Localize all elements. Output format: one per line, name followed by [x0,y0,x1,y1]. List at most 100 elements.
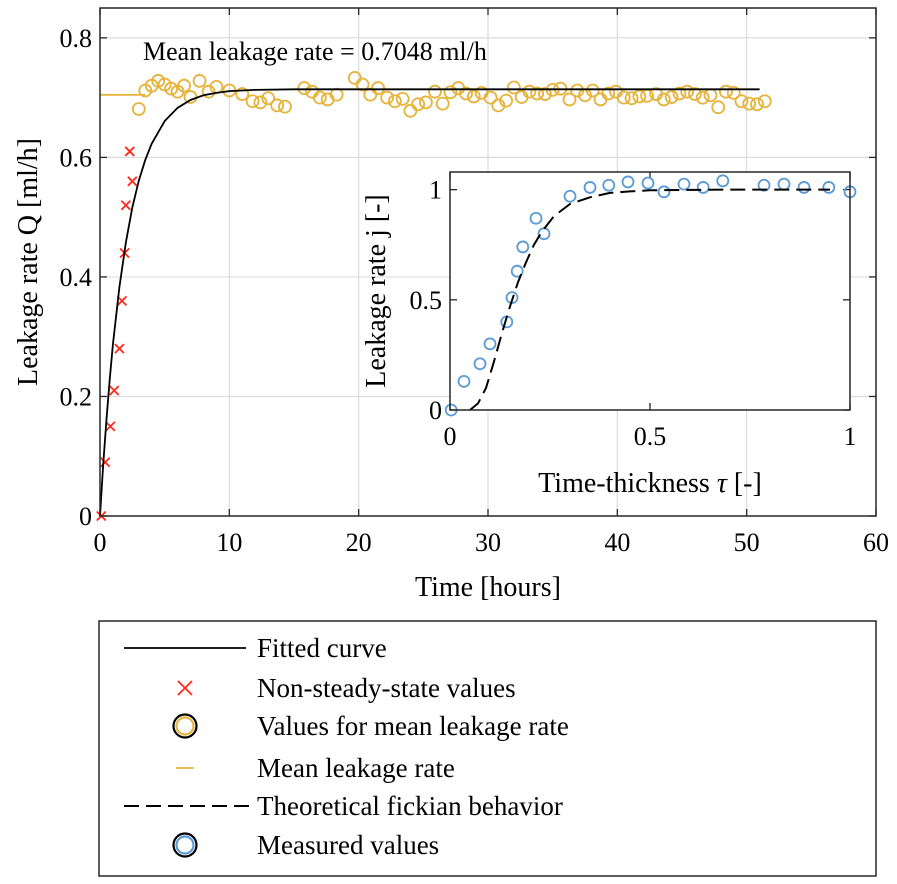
main-values-for-mean-leakage-rate-point [680,84,695,99]
inset-axes: 0 0.5 1 0 0.5 1 Time-thickness τ [-] Leakage … [361,171,857,499]
legend-label: Non-steady-state values [257,673,516,703]
main-values-for-mean-leakage-rate-point [151,74,166,88]
main-x-tick-label: 60 [863,528,889,557]
main-values-for-mean-leakage-rate-point [616,90,631,105]
main-plot-frame [99,7,877,517]
main-values-for-mean-leakage-rate-point [387,94,402,109]
legend-symbol-circle-outline [172,713,198,739]
inset-x-tick-label: 0.5 [634,422,667,451]
inset-measured-values-point [529,211,543,225]
main-y-tick-label: 0.2 [60,382,93,411]
inset-measured-values-point [602,178,616,192]
inset-y-tick-label: 0.5 [410,286,443,315]
inset-x-label-text: Time-thickness [538,468,710,499]
inset-measured-values-point [696,181,710,194]
inset-x-tick-label: 1 [844,422,857,451]
main-values-for-mean-leakage-rate-point [483,90,498,105]
legend-entries: Fitted curve Non-steady-state values Value… [124,633,569,860]
main-x-tick-label: 20 [346,528,372,557]
main-x-tick-label: 0 [94,528,107,557]
inset-x-label-symbol: τ [717,468,728,499]
inset-measured-values-point [641,176,655,190]
main-x-tick-label: 10 [216,528,242,557]
main-values-for-mean-leakage-rate-point [253,95,268,110]
inset-theoretical-fickian-behavior-line [469,188,830,411]
legend-entry-values-for-mean-leakage-rate: Values for mean leakage rate [172,711,569,741]
legend-label: Theoretical fickian behavior [257,791,563,821]
main-fitted-curve-line [99,88,760,517]
main-values-for-mean-leakage-rate-point [192,74,207,88]
inset-measured-values-point [621,175,635,189]
main-x-tick-label: 30 [475,528,501,557]
legend-symbol-circle [175,835,195,855]
main-values-for-mean-leakage-rate-point [355,77,370,92]
legend-label: Measured values [257,830,439,860]
inset-measured-values-point [757,178,771,192]
main-values-for-mean-leakage-rate-point [411,97,426,112]
inset-plot-frame [449,171,851,411]
main-non-steady-state-values-point [114,343,125,354]
inset-x-axis-label: Time-thickness τ [-] [538,468,762,499]
main-x-tick-label: 50 [734,528,760,557]
main-non-steady-state-values-point [100,457,111,468]
main-series [96,71,772,522]
main-values-for-mean-leakage-rate-point [719,84,733,99]
main-non-steady-state-values-point [127,176,138,187]
legend: Fitted curve Non-steady-state values Value… [98,620,877,877]
main-values-for-mean-leakage-rate-point [726,85,741,100]
main-non-steady-state-values-point [120,200,132,211]
main-values-for-mean-leakage-rate-point [601,86,616,101]
main-values-for-mean-leakage-rate-point [530,86,545,101]
inset-measured-values-point [716,174,730,188]
main-values-for-mean-leakage-rate-point [235,87,250,101]
inset-y-tick-label: 1 [429,176,442,205]
main-x-tick-label: 40 [604,528,630,557]
main-y-tick-label: 0.4 [60,263,93,292]
inset-x-tick-label: 0 [444,422,457,451]
main-values-for-mean-leakage-rate-point [164,81,179,96]
main-y-axis-label: Leakage rate Q [ml/h] [13,138,44,386]
inset-y-axis-label: Leakage rate j [-] [361,194,392,388]
legend-symbol-x [177,680,193,696]
inset-measured-values-point [457,374,471,388]
legend-entry-mean-leakage-rate: Mean leakage rate [176,753,455,783]
main-values-for-mean-leakage-rate-point [538,87,552,101]
main-values-for-mean-leakage-rate-point [428,84,442,99]
main-values-for-mean-leakage-rate-point [270,98,285,113]
main-values-for-mean-leakage-rate-point [443,85,458,100]
main-y-tick-label: 0.6 [60,143,93,172]
inset-measured-values-point [657,185,671,199]
inset-measured-values-point [822,181,836,194]
main-values-for-mean-leakage-rate-point [419,95,433,110]
inset-measured-values-point [677,177,691,191]
legend-label: Mean leakage rate [257,753,455,783]
main-values-for-mean-leakage-rate-point [371,81,385,95]
inset-measured-values-point [483,337,497,351]
inset-y-tick-label: 0 [429,396,442,425]
legend-symbol-circle-outline [172,832,198,858]
main-y-tick-label: 0 [79,502,92,531]
main-x-axis-label: Time [hours] [415,572,561,603]
inset-measured-values-point [583,181,597,194]
main-values-for-mean-leakage-rate-point [177,78,191,93]
legend-entry-non-steady-state-values: Non-steady-state values [177,673,516,703]
main-values-for-mean-leakage-rate-point [522,84,537,99]
inset-measured-values-point [510,264,524,278]
inset-measured-values-point [563,189,577,203]
legend-label: Fitted curve [257,633,387,663]
main-values-for-mean-leakage-rate-point [570,83,585,98]
inset-plot-background [450,172,850,410]
main-values-for-mean-leakage-rate-point [380,90,395,105]
main-values-for-mean-leakage-rate-point [491,98,506,113]
main-values-for-mean-leakage-rate-point [312,90,327,105]
legend-label: Values for mean leakage rate [257,711,569,741]
main-values-for-mean-leakage-rate-point [297,81,312,95]
main-values-for-mean-leakage-rate-point [742,96,757,111]
legend-entry-measured-values: Measured values [172,830,439,860]
inset-measured-values-point [473,357,487,371]
inset-series [444,174,857,417]
main-non-steady-state-values-point [105,421,116,432]
main-values-for-mean-leakage-rate-point [245,94,260,109]
